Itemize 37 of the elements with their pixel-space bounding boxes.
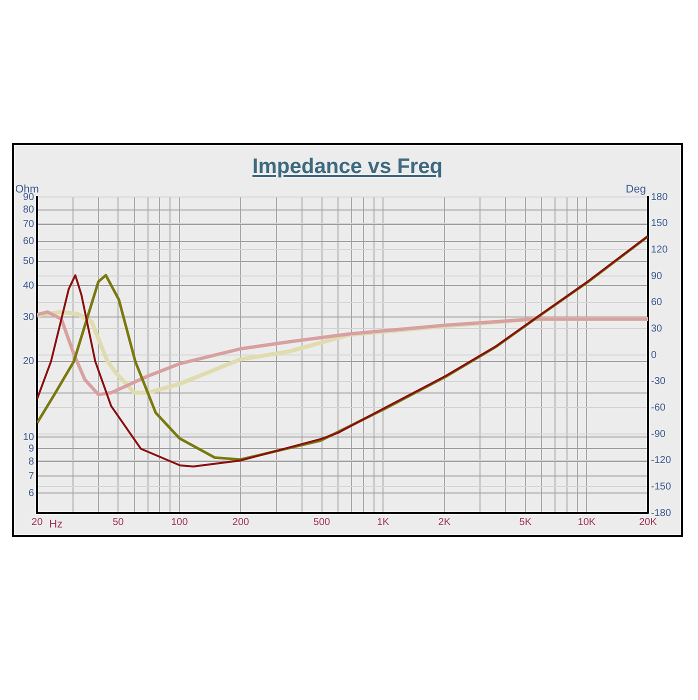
y2-tick-label: 120 bbox=[650, 244, 668, 256]
y2-tick-label: 30 bbox=[650, 323, 663, 334]
y-tick-label: 80 bbox=[23, 204, 35, 216]
y2-tick-label: 90 bbox=[650, 270, 663, 282]
y2-axis-title: Deg bbox=[626, 184, 646, 196]
y-tick-label: 40 bbox=[23, 280, 35, 292]
y-tick-label: 70 bbox=[23, 219, 35, 230]
y-tick-label: 7 bbox=[28, 470, 35, 482]
y-tick-label: 8 bbox=[28, 456, 35, 468]
y2-tick-label: 60 bbox=[650, 297, 663, 308]
y2-tick-label: -150 bbox=[650, 481, 672, 492]
x-tick-label: 200 bbox=[232, 516, 250, 528]
y2-tick-label: 150 bbox=[650, 218, 668, 230]
y-tick-label: 10 bbox=[23, 432, 35, 443]
y2-tick-label: -60 bbox=[650, 402, 666, 414]
x-tick-label: 100 bbox=[171, 516, 188, 528]
y-tick-label: 50 bbox=[23, 256, 35, 268]
x-tick-label: 20K bbox=[639, 516, 658, 528]
x-tick-label: 10K bbox=[578, 516, 596, 528]
x-tick-label: 5K bbox=[519, 516, 532, 528]
y2-tick-label: -120 bbox=[650, 455, 672, 466]
y-tick-label: 30 bbox=[23, 312, 35, 323]
x-tick-label: 50 bbox=[112, 516, 124, 528]
y2-tick-label: 180 bbox=[650, 192, 668, 203]
y2-tick-label: -30 bbox=[650, 376, 666, 388]
x-tick-label: 1K bbox=[376, 516, 390, 528]
y-tick-label: 9 bbox=[28, 443, 35, 454]
y-tick-label: 6 bbox=[28, 488, 35, 499]
y2-tick-label: 0 bbox=[650, 350, 657, 361]
chart-title: Impedance vs Freq bbox=[252, 155, 443, 178]
y-tick-label: 20 bbox=[23, 356, 35, 368]
x-tick-label: 500 bbox=[313, 516, 331, 528]
y-tick-label: 60 bbox=[23, 236, 35, 248]
x-axis-title: Hz bbox=[49, 518, 63, 531]
y2-tick-label: -90 bbox=[650, 428, 666, 440]
y2-tick-label: -180 bbox=[650, 508, 672, 519]
x-tick-label: 2K bbox=[438, 516, 451, 528]
